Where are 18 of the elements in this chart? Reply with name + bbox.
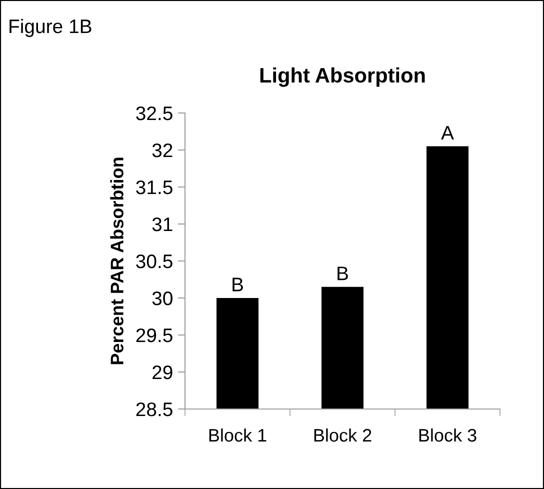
y-tick-label: 28.5 (136, 402, 172, 416)
annotation: B (338, 266, 348, 280)
y-tick-label: 32.5 (136, 106, 172, 120)
x-tick-label: Block 2 (314, 428, 372, 442)
caption: Figure 1B (10, 18, 92, 38)
annotation: B (232, 278, 243, 292)
x-tick-label: Block 1 (209, 428, 266, 442)
y-tick-label: 30.5 (136, 254, 172, 268)
x-tick-label: Block 3 (419, 428, 476, 442)
y-tick-label: 29.5 (136, 328, 172, 342)
y-tick-label: 30 (152, 291, 172, 306)
y-tick-label: 31.5 (136, 180, 172, 194)
y-tick-label: 31 (152, 217, 172, 232)
y-tick-label: 32 (152, 143, 172, 158)
y-axis-title: Percent PAR Absorbtion (110, 158, 124, 364)
chart-title: Light Absorption (260, 67, 425, 87)
y-tick-label: 29 (152, 365, 172, 380)
annotation: A (441, 126, 454, 140)
